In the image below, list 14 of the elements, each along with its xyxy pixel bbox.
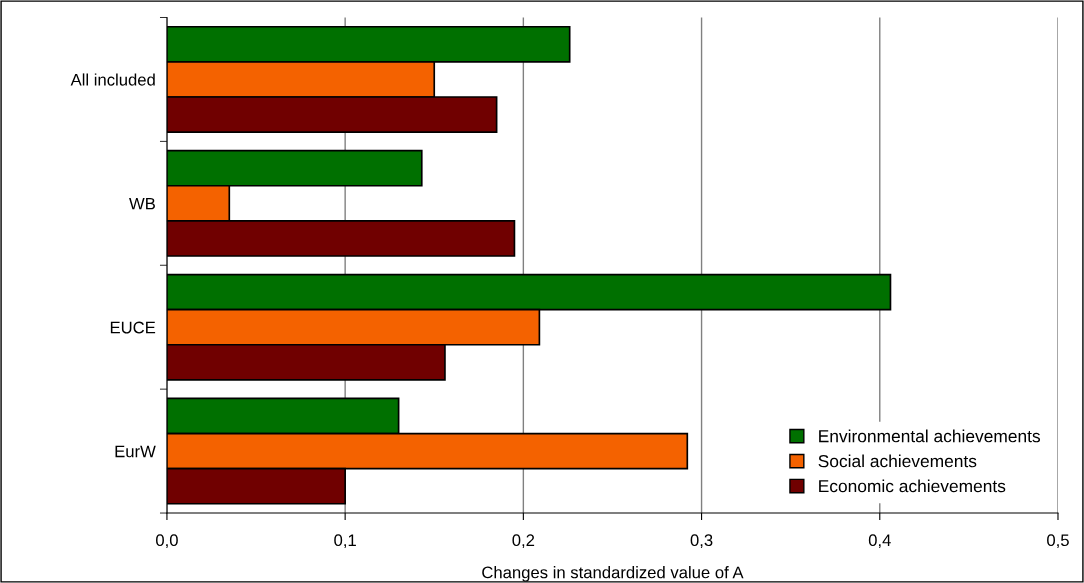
y-tick-label: WB bbox=[129, 197, 155, 210]
x-tick-label: 0,5 bbox=[1047, 534, 1069, 549]
y-tick-label: All included bbox=[70, 73, 155, 86]
x-tick-label: 0,3 bbox=[690, 534, 713, 549]
y-tick-label: EUCE bbox=[110, 321, 156, 334]
x-tick-label: 0,2 bbox=[512, 534, 535, 549]
x-tick-label: 0,1 bbox=[334, 534, 356, 549]
y-tick-label: EurW bbox=[115, 445, 156, 458]
legend-label: Social achievements bbox=[818, 454, 977, 468]
x-tick-label: 0,4 bbox=[868, 534, 891, 549]
x-tick-label: 0,0 bbox=[156, 534, 178, 549]
x-axis-title: Changes in standardized value of A bbox=[482, 566, 744, 582]
legend-label: Economic achievements bbox=[819, 479, 1006, 493]
legend-label: Environmental achievements bbox=[819, 429, 1041, 443]
